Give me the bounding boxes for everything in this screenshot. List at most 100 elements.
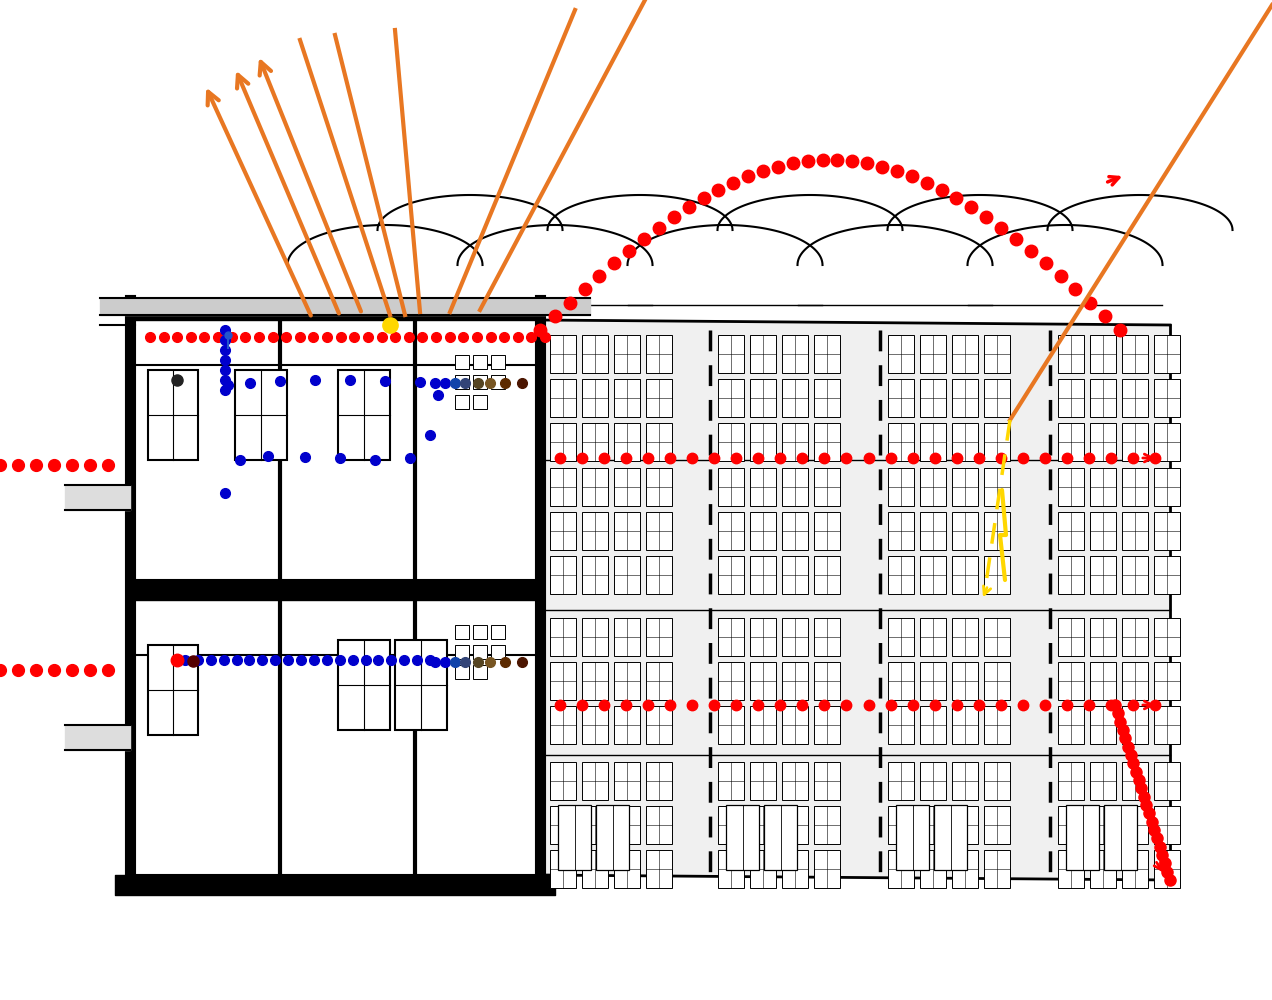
Bar <box>717 706 744 744</box>
Bar <box>550 556 576 594</box>
Bar <box>951 468 978 506</box>
Bar <box>920 335 946 373</box>
Bar <box>455 375 469 389</box>
Bar <box>473 645 487 659</box>
Bar <box>782 512 808 550</box>
Bar <box>888 512 915 550</box>
Bar <box>614 662 640 700</box>
Bar <box>951 379 978 417</box>
Bar <box>814 556 840 594</box>
Bar <box>614 556 640 594</box>
Bar <box>726 805 759 870</box>
Bar <box>646 706 672 744</box>
Bar <box>1154 423 1180 461</box>
Bar <box>583 468 608 506</box>
Bar <box>717 379 744 417</box>
Bar <box>1104 805 1137 870</box>
Bar <box>1154 806 1180 844</box>
Bar <box>550 706 576 744</box>
Bar <box>583 512 608 550</box>
Bar <box>888 806 915 844</box>
Bar <box>985 379 1010 417</box>
Bar <box>920 512 946 550</box>
Bar <box>814 806 840 844</box>
Bar <box>717 850 744 888</box>
Bar <box>888 468 915 506</box>
Bar <box>782 335 808 373</box>
Bar <box>920 706 946 744</box>
Bar <box>473 395 487 409</box>
Bar <box>1122 850 1149 888</box>
Bar <box>583 335 608 373</box>
Bar <box>550 806 576 844</box>
Bar <box>550 662 576 700</box>
Bar <box>717 512 744 550</box>
Bar <box>888 762 915 800</box>
Bar <box>1154 512 1180 550</box>
Bar <box>920 762 946 800</box>
Bar <box>583 556 608 594</box>
Bar <box>550 423 576 461</box>
Bar <box>396 640 446 730</box>
Bar <box>583 379 608 417</box>
Bar <box>1154 662 1180 700</box>
Bar <box>1090 806 1116 844</box>
Bar <box>814 379 840 417</box>
Bar <box>646 662 672 700</box>
Bar <box>1058 762 1084 800</box>
Bar <box>985 850 1010 888</box>
Bar <box>646 379 672 417</box>
Bar <box>1058 850 1084 888</box>
Bar <box>614 618 640 656</box>
Bar <box>814 850 840 888</box>
Bar <box>550 850 576 888</box>
Bar <box>1090 512 1116 550</box>
Bar <box>717 423 744 461</box>
Bar <box>1090 618 1116 656</box>
Bar <box>750 556 776 594</box>
Bar <box>1090 379 1116 417</box>
Bar <box>888 662 915 700</box>
Bar <box>1154 556 1180 594</box>
Bar <box>1154 379 1180 417</box>
Bar <box>985 468 1010 506</box>
Bar <box>646 512 672 550</box>
Bar <box>1122 662 1149 700</box>
Bar <box>550 762 576 800</box>
Bar <box>951 423 978 461</box>
Bar <box>646 850 672 888</box>
Bar <box>985 618 1010 656</box>
Bar <box>550 618 576 656</box>
Bar <box>782 556 808 594</box>
Bar <box>888 335 915 373</box>
Bar <box>1090 706 1116 744</box>
Bar <box>148 370 198 460</box>
Bar <box>1058 335 1084 373</box>
Bar <box>1154 468 1180 506</box>
Bar <box>1090 850 1116 888</box>
Bar <box>550 512 576 550</box>
Bar <box>920 379 946 417</box>
Bar <box>1058 468 1084 506</box>
Bar <box>1154 762 1180 800</box>
Bar <box>646 762 672 800</box>
Bar <box>473 665 487 679</box>
Bar <box>985 662 1010 700</box>
Bar <box>646 423 672 461</box>
Bar <box>951 335 978 373</box>
Bar <box>1058 618 1084 656</box>
Bar <box>1066 805 1099 870</box>
Polygon shape <box>65 485 130 510</box>
Bar <box>750 468 776 506</box>
Bar <box>1090 662 1116 700</box>
Bar <box>1058 379 1084 417</box>
Bar <box>473 375 487 389</box>
Bar <box>934 805 967 870</box>
Bar <box>920 662 946 700</box>
Bar <box>1122 379 1149 417</box>
Bar <box>1090 468 1116 506</box>
Bar <box>920 468 946 506</box>
Bar <box>1154 706 1180 744</box>
Bar <box>814 706 840 744</box>
Bar <box>951 556 978 594</box>
